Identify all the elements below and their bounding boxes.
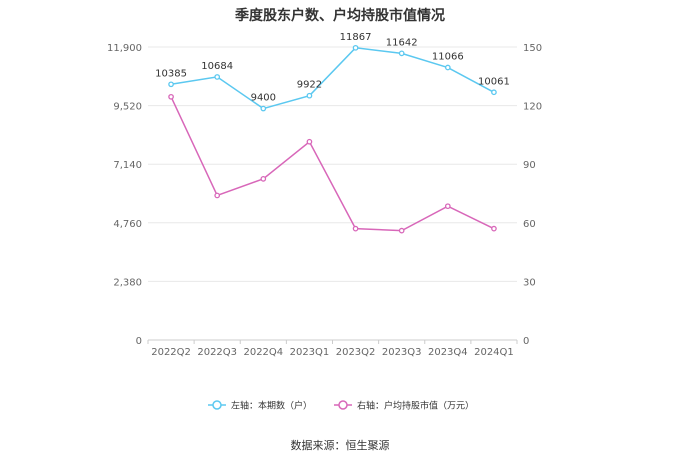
data-point	[306, 138, 313, 145]
y-right-tick-label: 30	[523, 277, 536, 288]
data-label: 11642	[386, 37, 418, 48]
data-point	[260, 176, 267, 182]
data-point	[352, 44, 359, 51]
x-tick-label: 2023Q2	[336, 347, 376, 358]
data-label: 10385	[155, 68, 187, 79]
data-label: 9922	[297, 80, 322, 91]
y-right-tick-label: 150	[523, 43, 542, 54]
data-label: 11066	[432, 52, 464, 63]
data-label: 10061	[478, 76, 510, 87]
y-right-tick-label: 0	[523, 336, 529, 347]
data-point	[491, 225, 497, 232]
y-right-tick-label: 90	[523, 160, 536, 171]
data-point	[306, 92, 313, 99]
data-point	[444, 64, 451, 71]
x-tick-label: 2022Q3	[197, 347, 237, 358]
data-point	[398, 50, 405, 57]
data-point	[444, 203, 451, 210]
data-label: 11867	[340, 32, 372, 43]
series-line-2	[170, 96, 495, 232]
data-point	[214, 192, 221, 199]
x-tick-label: 2022Q2	[151, 347, 191, 358]
legend-swatch-marker	[338, 400, 348, 410]
data-label: 10684	[201, 61, 233, 72]
data-point	[214, 74, 221, 80]
y-right-tick-label: 60	[523, 219, 536, 230]
y-left-tick-label: 9,520	[113, 102, 142, 113]
y-left-tick-label: 0	[136, 336, 142, 347]
data-label: 9400	[251, 93, 276, 104]
data-point	[491, 89, 497, 96]
y-left-tick-label: 4,760	[113, 219, 142, 230]
data-point	[260, 105, 267, 112]
series-line-1	[170, 47, 495, 110]
legend-label: 左轴：本期数（户）	[231, 400, 312, 412]
x-tick-label: 2024Q1	[474, 347, 514, 358]
y-left-tick-label: 7,140	[113, 160, 142, 171]
chart-title: 季度股东户数、户均持股市值情况	[235, 8, 445, 24]
data-point	[398, 227, 405, 234]
y-left-tick-label: 2,380	[113, 277, 142, 288]
y-right-tick-label: 120	[523, 102, 542, 113]
data-point	[168, 81, 174, 88]
x-tick-label: 2023Q1	[290, 347, 330, 358]
data-point	[168, 93, 174, 100]
data-source: 数据来源：恒生聚源	[290, 439, 390, 452]
x-tick-label: 2023Q3	[382, 347, 422, 358]
legend-label: 右轴：户均持股市值（万元）	[357, 400, 474, 412]
y-left-tick-label: 11,900	[107, 43, 142, 54]
data-point	[352, 225, 359, 232]
legend-swatch-marker	[212, 400, 222, 410]
x-tick-label: 2023Q4	[428, 347, 468, 358]
x-tick-label: 2022Q4	[243, 347, 283, 358]
